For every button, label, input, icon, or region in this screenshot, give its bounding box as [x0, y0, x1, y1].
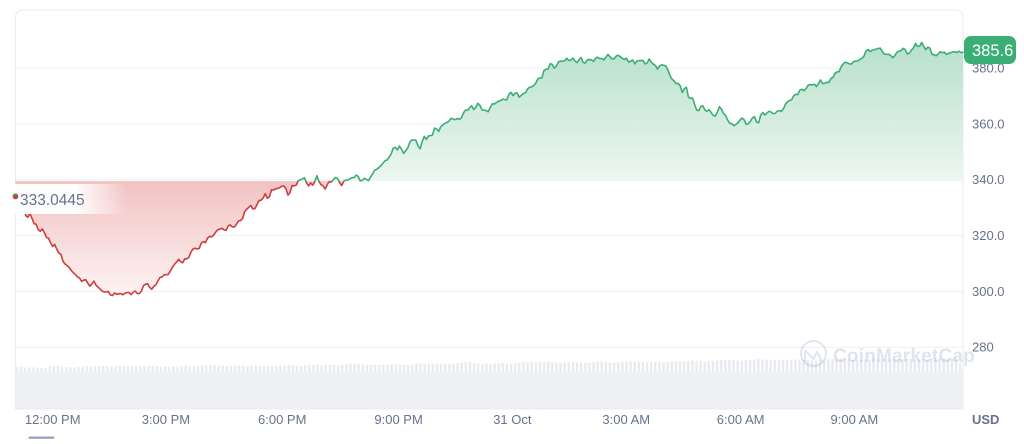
svg-text:385.6: 385.6 — [972, 42, 1013, 60]
svg-text:6:00 AM: 6:00 AM — [717, 412, 765, 427]
svg-text:USD: USD — [972, 412, 999, 427]
svg-text:12:00 PM: 12:00 PM — [25, 412, 81, 427]
svg-text:9:00 PM: 9:00 PM — [374, 412, 422, 427]
svg-text:3:00 AM: 3:00 AM — [602, 412, 650, 427]
svg-text:31 Oct: 31 Oct — [493, 412, 532, 427]
svg-text:333.0445: 333.0445 — [20, 192, 85, 209]
svg-text:360.0: 360.0 — [972, 116, 1005, 131]
svg-text:CoinMarketCap: CoinMarketCap — [833, 346, 975, 367]
svg-text:6:00 PM: 6:00 PM — [258, 412, 306, 427]
svg-text:300.0: 300.0 — [972, 284, 1005, 299]
svg-text:3:00 PM: 3:00 PM — [142, 412, 190, 427]
svg-text:340.0: 340.0 — [972, 172, 1005, 187]
svg-text:9:00 AM: 9:00 AM — [831, 412, 879, 427]
svg-text:320.0: 320.0 — [972, 228, 1005, 243]
svg-text:280: 280 — [972, 340, 994, 355]
